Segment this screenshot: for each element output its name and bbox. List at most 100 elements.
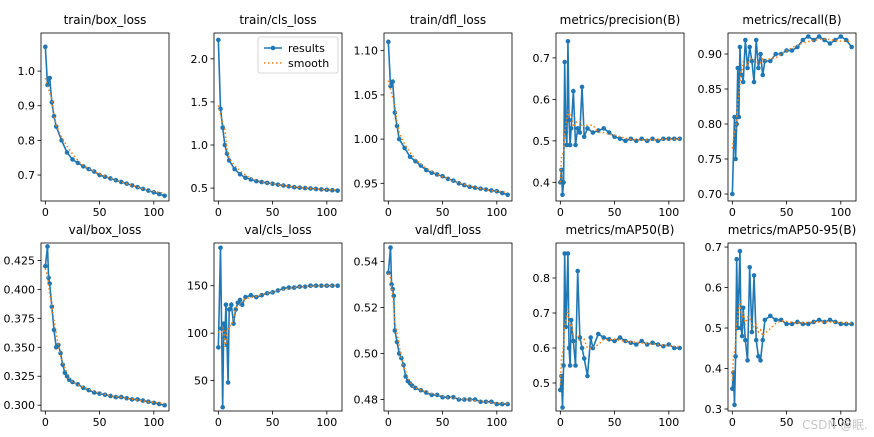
data-point bbox=[220, 125, 225, 131]
x-tick-label: 0 bbox=[729, 206, 736, 219]
data-point bbox=[833, 319, 838, 325]
data-point bbox=[811, 37, 816, 43]
data-point bbox=[558, 387, 563, 393]
data-point bbox=[399, 355, 404, 361]
data-point bbox=[248, 177, 254, 182]
results-line bbox=[559, 253, 680, 408]
data-point bbox=[259, 292, 265, 298]
results-line bbox=[217, 247, 338, 408]
data-point bbox=[226, 158, 232, 163]
data-point bbox=[388, 245, 393, 250]
x-tick-label: 50 bbox=[436, 416, 450, 429]
y-tick-label: 0.80 bbox=[698, 118, 723, 131]
x-tick-label: 0 bbox=[385, 206, 392, 219]
data-point bbox=[671, 345, 677, 351]
data-point bbox=[606, 336, 612, 342]
data-point bbox=[418, 163, 424, 168]
data-point bbox=[758, 358, 763, 363]
data-point bbox=[403, 374, 408, 379]
data-point bbox=[313, 186, 319, 192]
data-point bbox=[601, 335, 607, 340]
data-point bbox=[237, 171, 243, 177]
x-tick-label: 100 bbox=[830, 416, 851, 429]
data-point bbox=[43, 263, 48, 269]
x-tick-label: 100 bbox=[486, 416, 507, 429]
data-point bbox=[733, 354, 738, 359]
x-tick-label: 50 bbox=[608, 206, 622, 219]
y-tick-label: 1.0 bbox=[191, 139, 209, 152]
legend-results-marker bbox=[270, 45, 276, 51]
x-tick-label: 0 bbox=[557, 206, 564, 219]
data-point bbox=[91, 169, 97, 174]
subplot-2: train/cls_loss 0 50 100 0.5 1.0 1.5 2.0 results s… bbox=[191, 13, 343, 219]
data-point bbox=[386, 270, 391, 276]
data-point bbox=[623, 338, 628, 344]
data-point bbox=[49, 304, 55, 310]
data-point bbox=[561, 180, 566, 185]
x-tick-label: 0 bbox=[215, 206, 222, 219]
data-point bbox=[566, 345, 572, 351]
data-point bbox=[70, 157, 75, 162]
data-point bbox=[730, 386, 735, 392]
data-point bbox=[483, 187, 489, 192]
data-point bbox=[740, 305, 746, 311]
data-point bbox=[573, 142, 578, 148]
data-point bbox=[736, 114, 742, 120]
data-point bbox=[472, 185, 478, 191]
results-line bbox=[731, 251, 852, 405]
data-point bbox=[429, 392, 435, 398]
data-point bbox=[795, 44, 800, 50]
data-point bbox=[221, 321, 227, 326]
data-point bbox=[756, 354, 761, 359]
data-point bbox=[81, 385, 86, 391]
data-point bbox=[579, 84, 585, 90]
data-point bbox=[216, 345, 221, 350]
y-tick-label: 0.54 bbox=[354, 255, 379, 268]
data-point bbox=[745, 358, 750, 363]
results-line bbox=[559, 41, 680, 195]
data-point bbox=[601, 126, 607, 131]
data-point bbox=[560, 405, 565, 410]
data-point bbox=[291, 285, 297, 290]
data-point bbox=[270, 181, 275, 187]
x-tick-label: 50 bbox=[780, 416, 794, 429]
data-point bbox=[229, 302, 234, 307]
y-tick-label: 1.05 bbox=[354, 89, 379, 102]
y-tick-label: 0.4 bbox=[533, 176, 551, 189]
data-point bbox=[760, 337, 766, 343]
series-results bbox=[730, 34, 854, 197]
smooth-line bbox=[44, 77, 165, 194]
data-point bbox=[275, 288, 281, 293]
y-tick-label: 0.325 bbox=[4, 370, 36, 383]
x-tick-label: 100 bbox=[830, 206, 851, 219]
data-point bbox=[237, 297, 243, 303]
y-tick-label: 0.6 bbox=[533, 342, 551, 355]
x-tick-label: 100 bbox=[143, 416, 164, 429]
y-tick-label: 150 bbox=[187, 280, 208, 293]
y-tick-label: 50 bbox=[194, 375, 208, 388]
y-tick-label: 1.00 bbox=[354, 133, 379, 146]
data-point bbox=[219, 326, 224, 331]
x-tick-label: 50 bbox=[93, 416, 107, 429]
data-point bbox=[218, 245, 223, 251]
data-point bbox=[849, 44, 854, 50]
data-point bbox=[467, 184, 472, 190]
data-point bbox=[822, 37, 827, 43]
data-point bbox=[407, 154, 413, 160]
data-point bbox=[478, 399, 483, 405]
data-point bbox=[751, 79, 757, 85]
y-tick-label: 0.5 bbox=[533, 377, 551, 390]
data-point bbox=[434, 392, 440, 398]
data-point bbox=[753, 337, 759, 343]
subplot-title: train/box_loss bbox=[64, 13, 147, 27]
y-tick-label: 0.75 bbox=[698, 153, 723, 166]
data-point bbox=[97, 172, 102, 178]
data-point bbox=[564, 142, 570, 148]
data-point bbox=[102, 174, 108, 180]
data-point bbox=[747, 264, 752, 270]
data-point bbox=[751, 273, 757, 278]
x-tick-label: 50 bbox=[608, 416, 622, 429]
x-tick-label: 50 bbox=[93, 206, 107, 219]
data-point bbox=[259, 179, 265, 185]
data-point bbox=[575, 268, 580, 274]
